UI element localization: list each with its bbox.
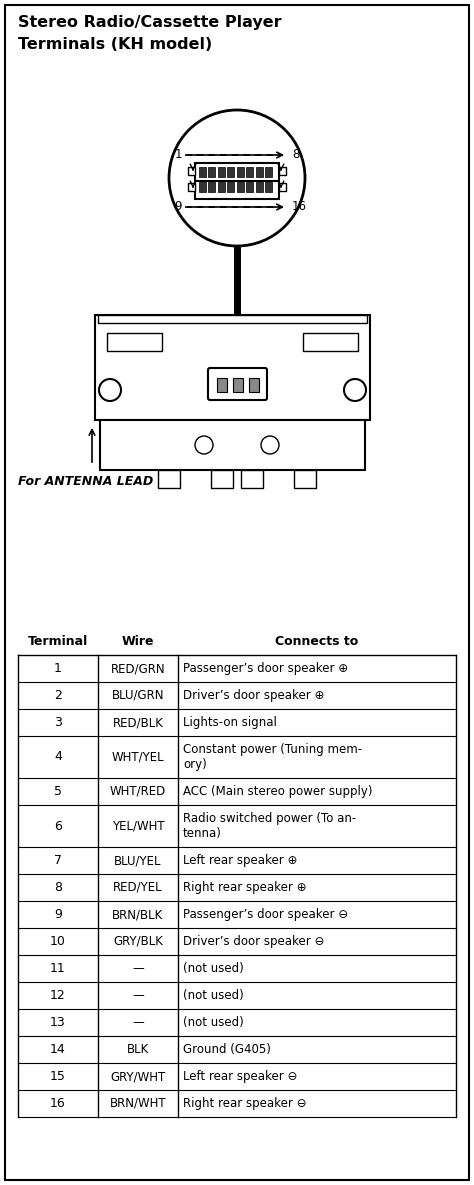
Bar xyxy=(199,182,206,192)
Bar xyxy=(211,470,233,488)
Bar xyxy=(217,378,227,392)
Text: Constant power (Tuning mem-
ory): Constant power (Tuning mem- ory) xyxy=(183,743,362,771)
Bar xyxy=(279,182,286,191)
Bar xyxy=(228,182,235,192)
Text: Passenger’s door speaker ⊕: Passenger’s door speaker ⊕ xyxy=(183,662,348,675)
Text: Terminals (KH model): Terminals (KH model) xyxy=(18,37,212,52)
Bar xyxy=(294,470,316,488)
Text: —: — xyxy=(132,962,144,975)
Text: Terminal: Terminal xyxy=(28,635,88,648)
Text: BLU/YEL: BLU/YEL xyxy=(114,854,162,867)
Text: 1: 1 xyxy=(54,662,62,675)
Text: RED/GRN: RED/GRN xyxy=(111,662,165,675)
Text: RED/BLK: RED/BLK xyxy=(112,716,164,729)
Bar xyxy=(95,315,370,419)
Bar xyxy=(209,182,216,192)
Text: 9: 9 xyxy=(54,908,62,921)
Text: 8: 8 xyxy=(292,148,300,161)
Text: BRN/BLK: BRN/BLK xyxy=(112,908,164,921)
Text: GRY/BLK: GRY/BLK xyxy=(113,935,163,948)
Bar xyxy=(188,167,195,175)
Bar xyxy=(233,378,243,392)
Text: 2: 2 xyxy=(54,688,62,702)
Text: YEL/WHT: YEL/WHT xyxy=(112,820,164,833)
Text: ACC (Main stereo power supply): ACC (Main stereo power supply) xyxy=(183,784,373,798)
Bar xyxy=(100,419,365,470)
Text: BLU/GRN: BLU/GRN xyxy=(112,688,164,702)
Bar xyxy=(228,167,235,177)
Bar xyxy=(218,167,225,177)
Bar xyxy=(246,167,254,177)
Bar xyxy=(241,470,263,488)
Text: 8: 8 xyxy=(54,880,62,893)
Text: 6: 6 xyxy=(54,820,62,833)
Text: (not used): (not used) xyxy=(183,989,244,1003)
Bar xyxy=(246,182,254,192)
Bar xyxy=(279,167,286,175)
Text: 11: 11 xyxy=(50,962,66,975)
Text: 15: 15 xyxy=(50,1070,66,1083)
Bar xyxy=(107,333,162,351)
Bar xyxy=(218,182,225,192)
Bar xyxy=(158,470,180,488)
Text: —: — xyxy=(132,989,144,1003)
Text: (not used): (not used) xyxy=(183,962,244,975)
Text: —: — xyxy=(132,1016,144,1029)
Text: For ANTENNA LEAD: For ANTENNA LEAD xyxy=(18,475,153,488)
Text: Passenger’s door speaker ⊖: Passenger’s door speaker ⊖ xyxy=(183,908,348,921)
Text: 16: 16 xyxy=(292,200,307,213)
Bar xyxy=(237,167,244,177)
Text: Right rear speaker ⊖: Right rear speaker ⊖ xyxy=(183,1097,307,1110)
Text: Driver’s door speaker ⊖: Driver’s door speaker ⊖ xyxy=(183,935,324,948)
Text: Wire: Wire xyxy=(122,635,154,648)
FancyBboxPatch shape xyxy=(208,369,267,401)
Text: BLK: BLK xyxy=(127,1043,149,1056)
Text: Radio switched power (To an-
tenna): Radio switched power (To an- tenna) xyxy=(183,812,356,840)
Bar xyxy=(199,167,206,177)
Bar xyxy=(265,167,273,177)
Text: 13: 13 xyxy=(50,1016,66,1029)
Bar xyxy=(98,315,367,324)
Bar xyxy=(256,182,263,192)
Text: 3: 3 xyxy=(54,716,62,729)
Text: 14: 14 xyxy=(50,1043,66,1056)
Bar xyxy=(265,182,273,192)
Bar xyxy=(256,167,263,177)
Text: 9: 9 xyxy=(174,200,182,213)
Text: Stereo Radio/Cassette Player: Stereo Radio/Cassette Player xyxy=(18,15,282,30)
Text: Lights-on signal: Lights-on signal xyxy=(183,716,277,729)
Bar xyxy=(249,378,259,392)
Bar xyxy=(209,167,216,177)
Bar xyxy=(195,164,279,199)
Text: 10: 10 xyxy=(50,935,66,948)
Text: 7: 7 xyxy=(54,854,62,867)
Text: Left rear speaker ⊖: Left rear speaker ⊖ xyxy=(183,1070,297,1083)
Text: Right rear speaker ⊕: Right rear speaker ⊕ xyxy=(183,880,307,893)
Text: 5: 5 xyxy=(54,784,62,798)
Text: 1: 1 xyxy=(174,148,182,161)
Text: WHT/RED: WHT/RED xyxy=(110,784,166,798)
Text: (not used): (not used) xyxy=(183,1016,244,1029)
Text: Driver’s door speaker ⊕: Driver’s door speaker ⊕ xyxy=(183,688,324,702)
Bar xyxy=(237,182,244,192)
Text: 12: 12 xyxy=(50,989,66,1003)
Text: 4: 4 xyxy=(54,750,62,763)
Text: Ground (G405): Ground (G405) xyxy=(183,1043,271,1056)
Text: Left rear speaker ⊕: Left rear speaker ⊕ xyxy=(183,854,297,867)
Text: GRY/WHT: GRY/WHT xyxy=(110,1070,165,1083)
Text: RED/YEL: RED/YEL xyxy=(113,880,163,893)
Text: Connects to: Connects to xyxy=(275,635,359,648)
Bar xyxy=(188,182,195,191)
Text: 16: 16 xyxy=(50,1097,66,1110)
Text: BRN/WHT: BRN/WHT xyxy=(109,1097,166,1110)
Text: WHT/YEL: WHT/YEL xyxy=(112,750,164,763)
Bar xyxy=(303,333,358,351)
